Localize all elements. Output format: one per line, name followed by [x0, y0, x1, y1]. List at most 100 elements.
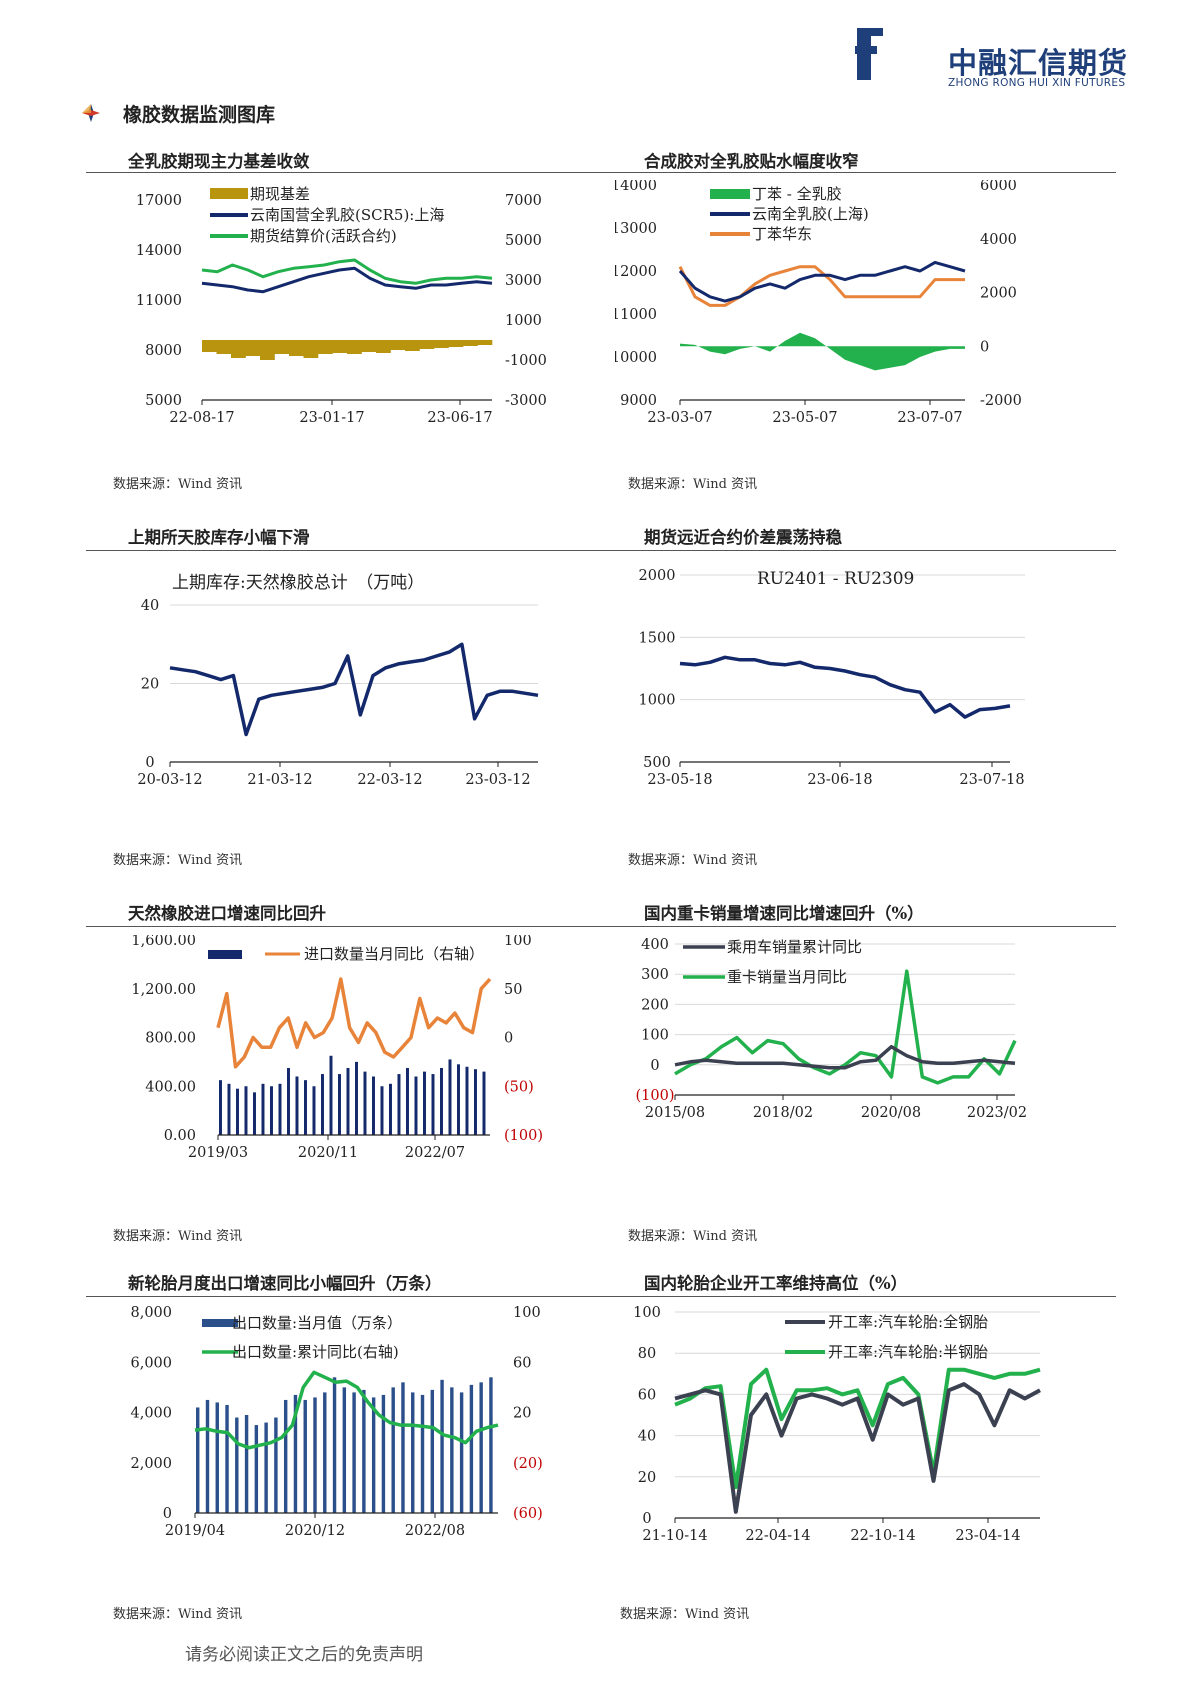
source-8: 数据来源：Wind 资讯 [620, 1607, 750, 1622]
export-yoy-line [194, 1370, 499, 1450]
y2-tick-label: 5000 [505, 233, 542, 249]
export-volume-bar [264, 1422, 268, 1513]
import-volume-bar [295, 1076, 299, 1135]
export-volume-bar [215, 1402, 219, 1513]
legend-label: 丁苯 - 全乳胶 [752, 185, 842, 203]
y-tick-label: 2000 [639, 568, 676, 584]
import-volume-bar [219, 1080, 222, 1135]
y-tick-label: 0 [145, 755, 154, 771]
source-4: 数据来源：Wind 资讯 [628, 853, 758, 868]
import-volume-bar [227, 1083, 231, 1135]
export-volume-bar [459, 1392, 464, 1513]
chart-title-7: 新轮胎月度出口增速同比小幅回升（万条） [128, 1274, 442, 1293]
basis-bar [390, 340, 406, 350]
y-tick-label: 11000 [136, 293, 182, 309]
chart-tire-operating-rate: 0 20 40 60 80 100 21-10-14 22-04-14 22-10-14 23-0… [633, 1305, 1041, 1544]
y-tick-label: 14000 [136, 243, 182, 259]
import-volume-bar [312, 1086, 316, 1135]
basis-bar [434, 340, 449, 348]
x-tick-label: 2020/08 [861, 1105, 921, 1121]
x-tick-label: 23-03-12 [465, 772, 530, 788]
import-volume-bar [406, 1067, 409, 1135]
legend-label: 云南全乳胶(上海) [752, 205, 869, 223]
import-volume-bar [431, 1074, 435, 1135]
chart-import-growth: 0.00 400.00 800.00 1,200.00 1,600.00 (100) (50… [131, 935, 543, 1161]
basis-bar [419, 340, 435, 349]
x-tick-label: 2018/02 [753, 1105, 813, 1121]
export-volume-bar [342, 1387, 347, 1513]
x-tick-label: 20-03-12 [137, 772, 202, 788]
x-tick-label: 2019/03 [188, 1145, 248, 1161]
chart-title-1: 全乳胶期现主力基差收敛 [128, 152, 310, 171]
chart-shfe-inventory: 0 20 40 上期库存:天然橡胶总计 （万吨） 20-03-12 21-03-12 22-… [137, 573, 539, 788]
futures-settle-line [201, 258, 493, 285]
divider [86, 172, 1116, 173]
semi-steel-line [674, 1367, 1041, 1490]
x-tick-label: 22-10-14 [850, 1528, 915, 1544]
y-tick-label: 0 [642, 1511, 651, 1527]
legend-swatch [202, 1319, 238, 1327]
export-volume-bar [254, 1425, 259, 1513]
export-volume-bar [303, 1399, 307, 1513]
export-volume-bar [323, 1392, 327, 1513]
basis-bar [361, 340, 377, 352]
basis-bar [376, 340, 391, 353]
import-volume-bar [338, 1074, 341, 1135]
y2-tick-label: -1000 [505, 353, 547, 369]
legend-label: 期货结算价(活跃合约) [250, 227, 397, 245]
import-volume-bar [329, 1055, 333, 1135]
chart-subtitle: 上期库存:天然橡胶总计 （万吨） [172, 573, 424, 593]
y-tick-label: 20 [638, 1470, 656, 1486]
export-volume-bar [235, 1417, 239, 1513]
import-yoy-line [216, 977, 492, 1069]
source-7: 数据来源：Wind 资讯 [113, 1607, 243, 1622]
chart-title-6: 国内重卡销量增速同比增速回升（%） [644, 904, 924, 923]
y-tick-label: 1,600.00 [131, 935, 196, 949]
export-volume-bar [440, 1379, 444, 1513]
export-volume-bar [352, 1392, 356, 1513]
yunnan-rubber-line [678, 260, 966, 303]
divider [86, 926, 1116, 927]
basis-bar [289, 340, 304, 356]
import-volume-bar [261, 1083, 265, 1135]
y-tick-label: 0 [163, 1506, 172, 1522]
basis-bar [274, 340, 290, 354]
export-volume-bar [371, 1397, 376, 1513]
x-tick-label: 2022/08 [405, 1523, 465, 1539]
chart-synthetic-spread: 9000 10000 11000 12000 13000 14000 -2000 0 2000 4… [615, 180, 1022, 426]
y-tick-label: 6,000 [130, 1355, 172, 1371]
y-tick-label: 5000 [145, 393, 182, 409]
x-tick-label: 22-08-17 [169, 410, 234, 426]
export-volume-bar [293, 1394, 298, 1513]
y2-tick-label: 1000 [505, 313, 542, 329]
import-volume-bar [465, 1066, 469, 1135]
legend-swatch [210, 234, 248, 238]
y-tick-label: 13000 [615, 221, 657, 237]
import-volume-bar [423, 1071, 426, 1135]
basis-bar [347, 340, 362, 354]
y-tick-label: 4,000 [130, 1406, 172, 1422]
y-tick-label: 300 [641, 967, 669, 983]
x-tick-label: 23-06-18 [807, 772, 872, 788]
logo-text: 中融汇信期货 [948, 46, 1129, 80]
y-tick-label: 100 [641, 1028, 669, 1044]
export-volume-bar [450, 1387, 454, 1513]
basis-bar [216, 340, 232, 354]
export-volume-bar [283, 1399, 288, 1513]
y-tick-label: 0.00 [164, 1128, 196, 1144]
import-volume-bar [372, 1076, 375, 1135]
import-volume-bar [474, 1069, 477, 1135]
legend-label: 出口数量:当月值（万条） [232, 1314, 402, 1332]
y-tick-label: 14000 [615, 180, 657, 194]
spread-area [680, 332, 965, 371]
import-volume-bar [457, 1064, 460, 1135]
y-tick-label: 800.00 [145, 1031, 196, 1047]
export-volume-bar [274, 1417, 278, 1513]
import-volume-bar [236, 1088, 239, 1135]
x-tick-label: 23-07-18 [959, 772, 1024, 788]
legend-label: 丁苯华东 [752, 225, 812, 243]
heavy-truck-line [674, 969, 1017, 1085]
legend-swatch [710, 232, 750, 236]
source-6: 数据来源：Wind 资讯 [628, 1229, 758, 1244]
x-tick-label: 21-10-14 [642, 1528, 707, 1544]
